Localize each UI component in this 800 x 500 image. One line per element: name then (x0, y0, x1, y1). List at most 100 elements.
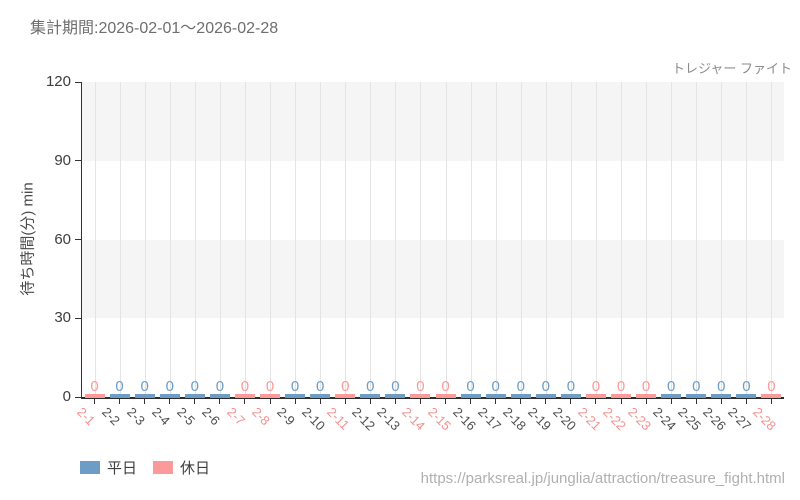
bar (636, 394, 657, 398)
bar-value-label: 0 (140, 378, 149, 395)
x-tick (745, 399, 747, 404)
y-tick (75, 317, 81, 319)
x-tick (369, 399, 371, 404)
bar-value-label: 0 (641, 378, 651, 395)
x-tick (645, 399, 647, 404)
y-axis-title: 待ち時間(分) min (19, 182, 37, 296)
x-tick (470, 399, 472, 404)
x-tick (319, 399, 321, 404)
grid-line (721, 82, 723, 397)
grid-line (295, 82, 297, 397)
x-tick (119, 399, 121, 404)
grid-line (621, 82, 623, 397)
x-tick (545, 399, 547, 404)
bar-value-label: 0 (767, 378, 776, 395)
legend: 平日 休日 (80, 457, 210, 478)
report-period-title: 集計期間:2026-02-01〜2026-02-28 (30, 20, 279, 37)
x-tick-label: 2-23 (625, 404, 655, 434)
grid-line (520, 82, 522, 397)
grid-line (570, 82, 572, 397)
x-tick (695, 399, 697, 404)
grid-line (244, 82, 246, 397)
bar-value-label: 0 (391, 378, 400, 395)
bar (285, 394, 306, 398)
y-tick-label: 60 (54, 230, 71, 248)
bar (335, 394, 356, 398)
grid-line (219, 82, 221, 397)
bar (460, 394, 481, 398)
legend-swatch-holiday (153, 461, 174, 474)
bar (260, 394, 281, 398)
x-tick (169, 399, 171, 404)
bar (485, 394, 506, 398)
x-tick-label: 2-26 (700, 404, 730, 434)
bar-value-label: 0 (466, 378, 475, 395)
bar (560, 394, 581, 398)
bar (535, 394, 556, 398)
bar-value-label: 0 (290, 378, 300, 395)
bar-value-label: 0 (742, 378, 751, 395)
bar-value-label: 0 (190, 378, 199, 395)
x-tick-label: 2-19 (524, 404, 554, 434)
grid-line (445, 82, 447, 397)
bar-value-label: 0 (165, 378, 174, 395)
bar-value-label: 0 (441, 378, 450, 395)
x-tick (570, 399, 572, 404)
bar-value-label: 0 (416, 378, 425, 395)
legend-item-weekday: 平日 (80, 457, 137, 478)
x-tick-label: 2-22 (600, 404, 630, 434)
y-tick-label: 90 (54, 151, 71, 169)
grid-line (646, 82, 648, 397)
bar-value-label: 0 (341, 378, 350, 395)
grid-line (370, 82, 372, 397)
grid-line (144, 82, 146, 397)
x-tick (269, 399, 271, 404)
attraction-name-label: トレジャー ファイト (672, 61, 792, 76)
x-tick-label: 2-25 (675, 404, 705, 434)
bar-value-label: 0 (516, 378, 525, 395)
bar (661, 394, 682, 398)
bar (611, 394, 632, 398)
x-tick-label: 2-16 (449, 404, 479, 434)
bar-value-label: 0 (115, 378, 124, 395)
bar (109, 394, 130, 398)
bar-value-label: 0 (240, 378, 250, 395)
x-tick (144, 399, 146, 404)
legend-swatch-weekday (80, 461, 100, 474)
grid-line (395, 82, 397, 397)
grid-line (119, 82, 121, 397)
x-tick (94, 399, 96, 404)
x-tick-label: 2-7 (224, 404, 248, 429)
bar (410, 394, 431, 398)
x-tick-label: 2-21 (575, 404, 605, 434)
x-tick (495, 399, 497, 404)
x-tick-label: 2-6 (198, 404, 223, 429)
grid-line (194, 82, 196, 397)
grid-line (746, 82, 748, 397)
x-tick (720, 399, 722, 404)
y-tick (75, 160, 81, 162)
x-tick (595, 399, 597, 404)
bar (385, 394, 406, 398)
grid-line (320, 82, 322, 397)
plot-area: 0 30 60 90 120 0 2-1 0 2-2 0 2-3 0 2-4 0 2-5 0 2-6 0 2-7 0 2… (46, 74, 784, 433)
bar (134, 394, 155, 398)
x-tick-label: 2-28 (750, 404, 780, 434)
x-tick-label: 2-15 (424, 404, 454, 434)
x-tick-label: 2-2 (98, 404, 123, 429)
x-tick-label: 2-12 (349, 404, 379, 434)
bar-value-label: 0 (215, 378, 225, 395)
x-tick-label: 2-5 (173, 404, 198, 429)
bar (234, 394, 255, 398)
x-tick-label: 2-20 (549, 404, 580, 434)
x-tick (394, 399, 396, 404)
x-tick-label: 2-4 (148, 404, 173, 429)
bar-value-label: 0 (265, 378, 275, 395)
grid-line (270, 82, 272, 397)
x-tick (445, 399, 447, 404)
bar-value-label: 0 (316, 378, 325, 395)
bar (736, 394, 757, 398)
bar (310, 394, 331, 398)
y-tick (75, 81, 81, 83)
x-tick-label: 2-10 (299, 404, 329, 434)
